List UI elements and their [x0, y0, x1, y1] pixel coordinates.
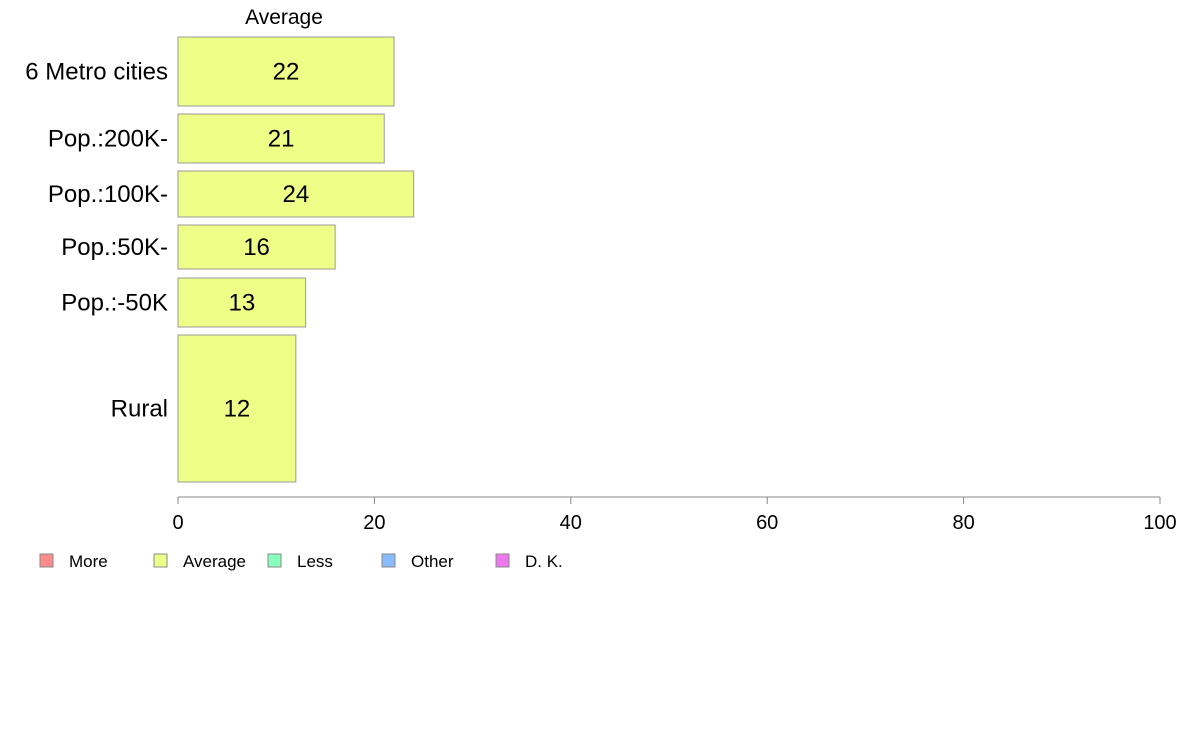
- bar-1: [177, 113, 385, 164]
- value-label-0: 22: [273, 59, 300, 86]
- value-label-4: 13: [228, 290, 255, 317]
- legend-swatch-1: [153, 553, 168, 568]
- x-tick-label-1: 20: [363, 512, 385, 534]
- bar-2: [177, 170, 415, 218]
- legend-swatch-2: [267, 553, 282, 568]
- category-label-1: Pop.:200K-: [48, 126, 168, 153]
- value-label-1: 21: [268, 126, 295, 153]
- value-label-5: 12: [224, 396, 251, 423]
- x-tick-label-4: 80: [952, 512, 974, 534]
- bar-5: [177, 334, 297, 483]
- x-tick-label-0: 0: [172, 512, 183, 534]
- value-label-3: 16: [243, 234, 270, 261]
- x-tick-label-5: 100: [1143, 512, 1176, 534]
- bar-0: [177, 36, 395, 107]
- series-header: Average: [245, 6, 323, 29]
- value-label-2: 24: [282, 181, 309, 208]
- bar-3: [177, 224, 336, 270]
- legend-label-3: Other: [411, 552, 454, 571]
- category-label-5: Rural: [111, 396, 168, 423]
- legend-label-4: D. K.: [525, 552, 563, 571]
- x-tick-label-3: 60: [756, 512, 778, 534]
- category-label-4: Pop.:-50K: [61, 290, 168, 317]
- legend-label-0: More: [69, 552, 108, 571]
- bar-4: [177, 277, 307, 328]
- legend-label-2: Less: [297, 552, 333, 571]
- category-label-3: Pop.:50K-: [61, 234, 168, 261]
- legend-swatch-4: [495, 553, 510, 568]
- legend-swatch-3: [381, 553, 396, 568]
- legend-label-1: Average: [183, 552, 246, 571]
- category-label-2: Pop.:100K-: [48, 181, 168, 208]
- legend-swatch-0: [39, 553, 54, 568]
- x-tick-label-2: 40: [560, 512, 582, 534]
- category-label-0: 6 Metro cities: [25, 59, 168, 86]
